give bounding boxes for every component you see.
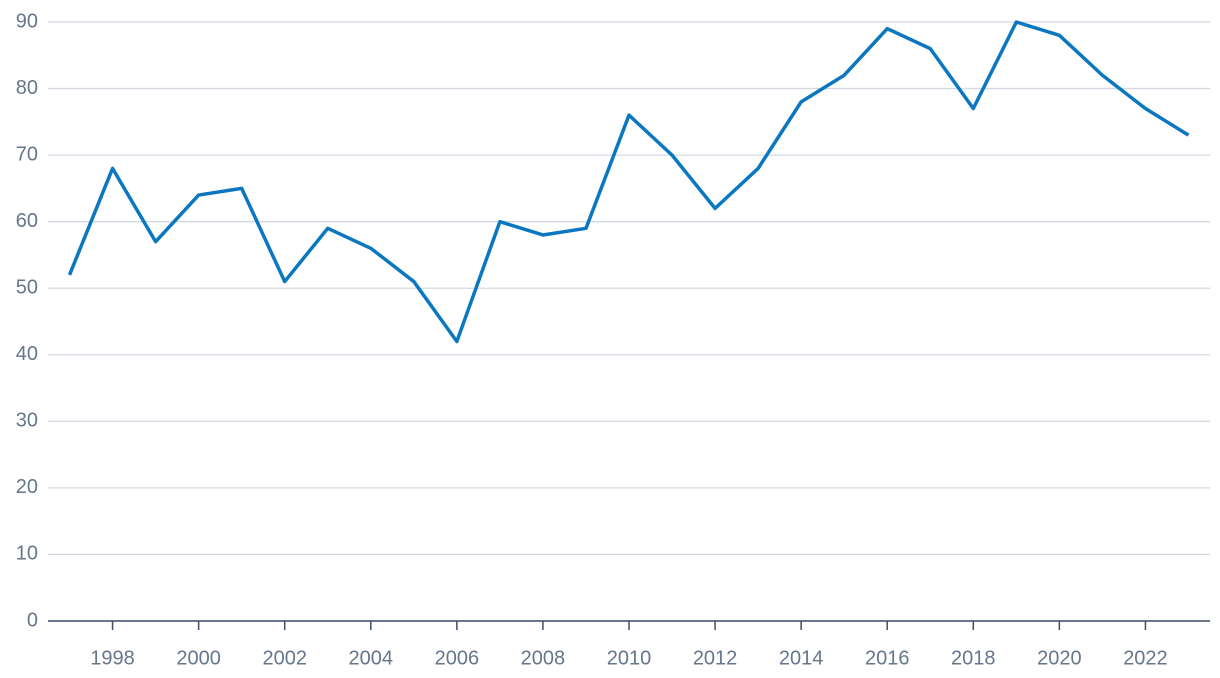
x-tick-label: 2016 — [865, 647, 910, 669]
x-tick-label: 2012 — [693, 647, 738, 669]
x-tick-label: 1998 — [90, 647, 135, 669]
x-tick-label: 2008 — [521, 647, 566, 669]
x-tick-label: 2020 — [1037, 647, 1082, 669]
x-tick-label: 2004 — [349, 647, 394, 669]
x-tick-label: 2002 — [262, 647, 307, 669]
y-tick-label: 40 — [16, 343, 38, 365]
x-tick-label: 2022 — [1123, 647, 1168, 669]
data-line — [67, 20, 1190, 344]
y-tick-label: 80 — [16, 77, 38, 99]
y-tick-label: 50 — [16, 277, 38, 299]
x-tick-label: 2018 — [951, 647, 996, 669]
y-tick-label: 0 — [27, 609, 38, 631]
y-tick-label: 70 — [16, 143, 38, 165]
x-tick-label: 2010 — [607, 647, 652, 669]
y-tick-label: 20 — [16, 476, 38, 498]
x-tick-label: 2006 — [435, 647, 480, 669]
x-tick-label: 2000 — [176, 647, 221, 669]
y-tick-label: 10 — [16, 543, 38, 565]
x-tick-label: 2014 — [779, 647, 824, 669]
y-tick-label: 90 — [16, 10, 38, 32]
y-tick-label: 30 — [16, 410, 38, 432]
y-tick-label: 60 — [16, 210, 38, 232]
